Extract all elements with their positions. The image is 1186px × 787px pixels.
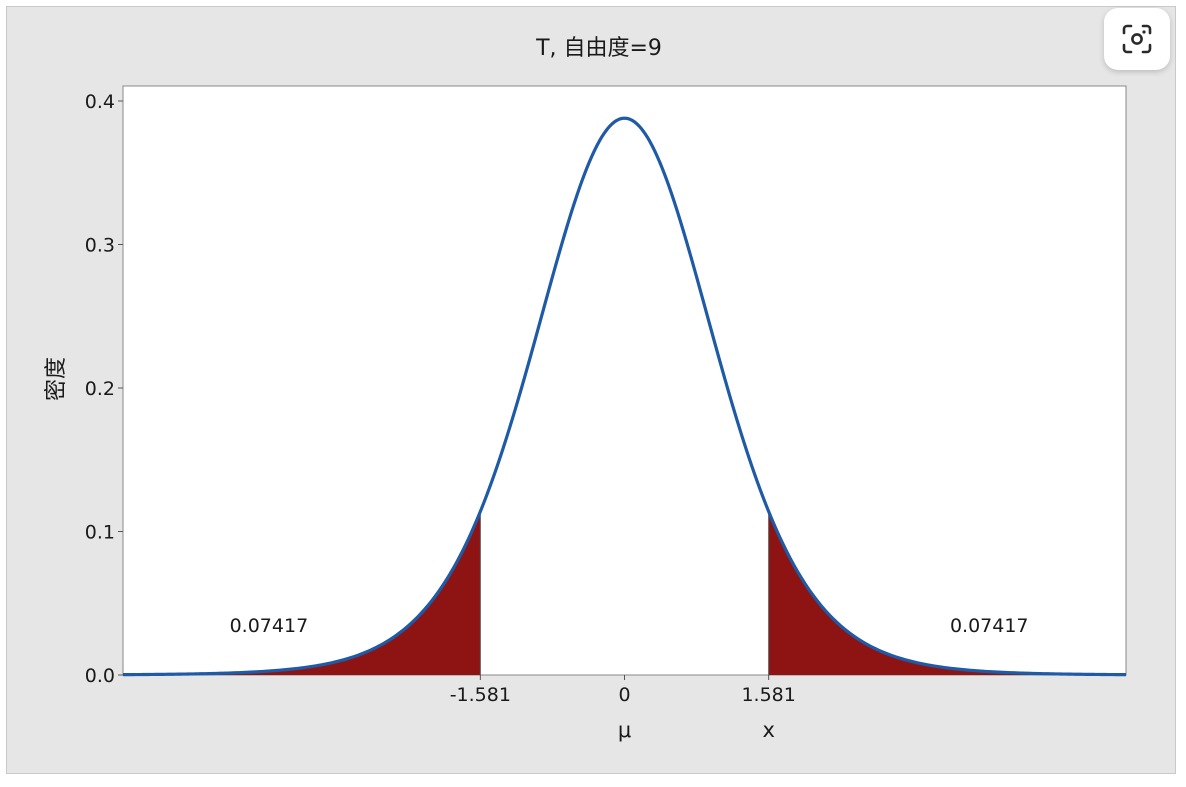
x-sublabel: x <box>762 718 774 742</box>
density-curve <box>122 116 1127 677</box>
plot-area <box>122 85 1127 676</box>
y-tick-label: 0.3 <box>85 235 115 257</box>
visual-search-icon <box>1122 24 1152 54</box>
visual-search-button[interactable] <box>1104 8 1170 70</box>
y-tick-label: 0.2 <box>85 378 115 400</box>
x-sublabel: μ <box>618 718 631 742</box>
chart-panel: T, 自由度=9 0.0 0.1 0.2 0.3 0.4 -1.581 0 1.581 μ x … <box>6 6 1176 774</box>
x-tick-label: 1.581 <box>741 684 795 706</box>
x-tick-label: 0 <box>618 684 630 706</box>
tail-area-label: 0.07417 <box>230 615 309 637</box>
right-tail-area <box>768 511 1126 675</box>
left-tail-area <box>123 511 481 675</box>
y-tick-label: 0.0 <box>85 665 115 687</box>
x-tick-label: -1.581 <box>450 684 511 706</box>
y-tick-label: 0.4 <box>85 91 115 113</box>
tail-area-label: 0.07417 <box>950 615 1029 637</box>
chart-title: T, 自由度=9 <box>535 36 662 61</box>
y-axis-label: 密度 <box>44 357 69 401</box>
y-tick-label: 0.1 <box>85 522 115 544</box>
